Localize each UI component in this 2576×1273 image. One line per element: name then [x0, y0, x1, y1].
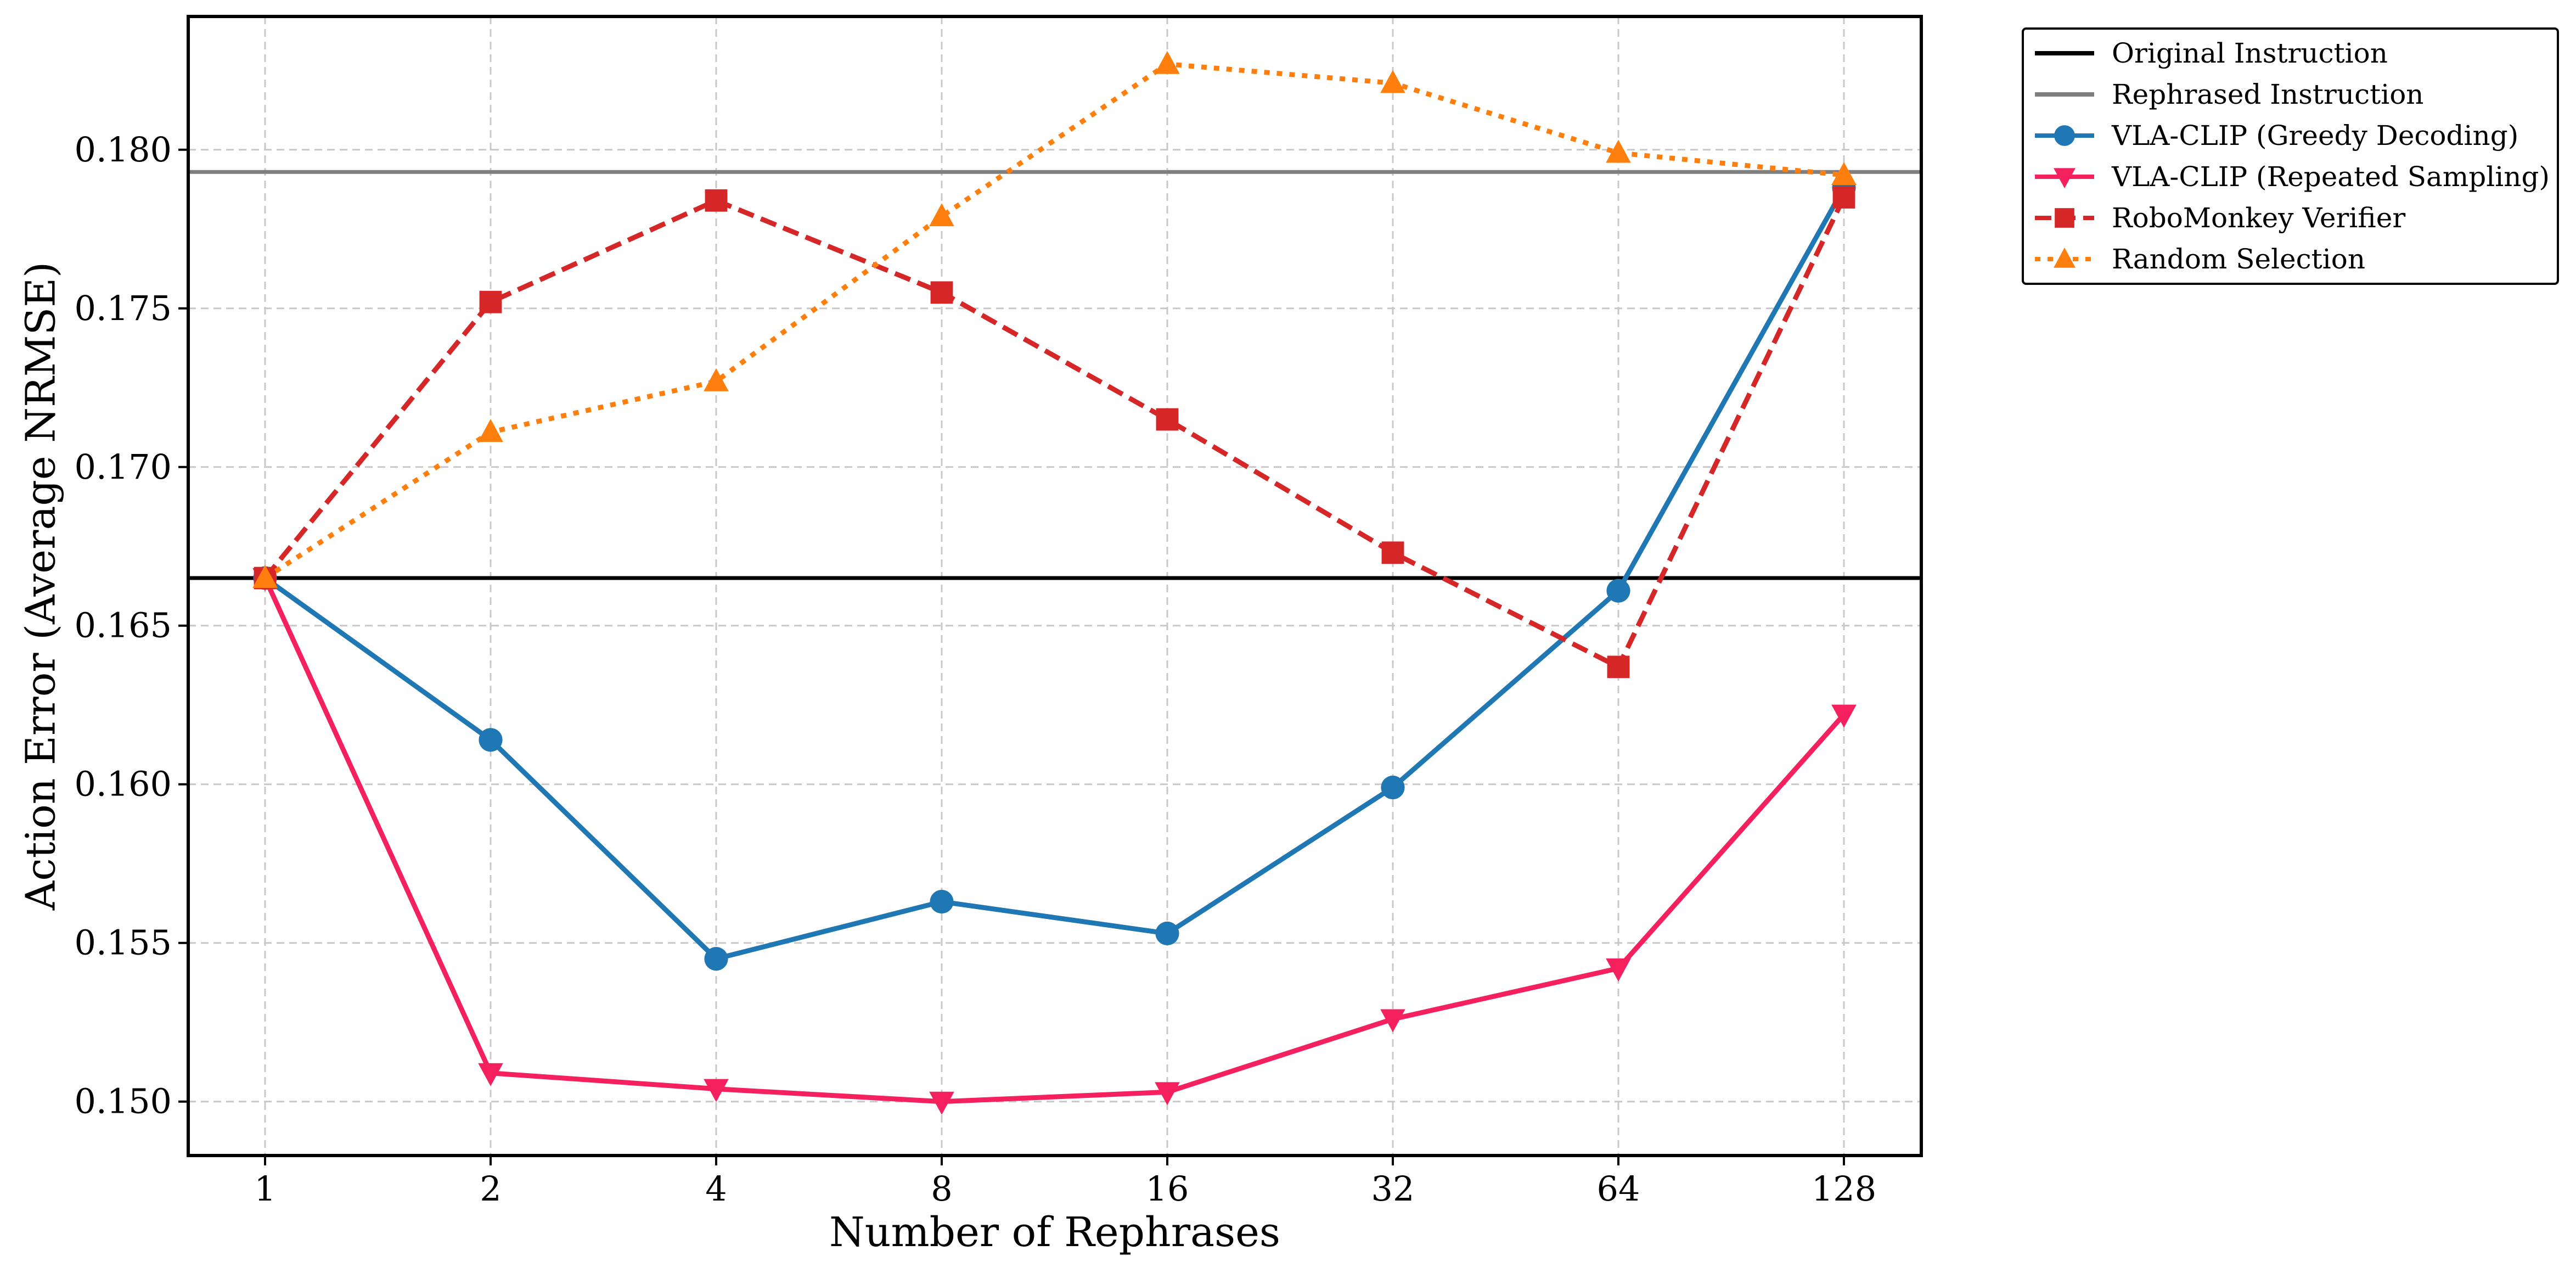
triangle-down-marker [1831, 704, 1857, 728]
series-line [262, 577, 1846, 1104]
circle-marker [479, 728, 503, 752]
legend: Original Instruction Rephrased Instructio… [2022, 27, 2559, 285]
legend-label: Original Instruction [2112, 37, 2388, 69]
triangle-up-marker [2054, 248, 2076, 268]
triangle-down-marker [1155, 1082, 1180, 1106]
square-marker [1381, 541, 1404, 564]
square-marker [1607, 655, 1630, 678]
y-tick-label: 0.175 [75, 288, 172, 328]
x-tick-label: 16 [1146, 1169, 1189, 1209]
circle-marker [704, 947, 728, 971]
legend-entry: VLA-CLIP (Repeated Sampling) [2035, 161, 2550, 193]
square-marker [479, 290, 502, 313]
triangle-up-marker [478, 419, 503, 442]
circle-marker [1381, 775, 1405, 800]
y-tick-label: 0.165 [75, 605, 172, 646]
legend-frame [2022, 27, 2559, 285]
legend-entry: RoboMonkey Verifier [2035, 202, 2405, 234]
circle-marker [1606, 579, 1630, 603]
triangle-up-marker [929, 203, 954, 227]
reference-lines [188, 170, 1921, 580]
triangle-up-marker [252, 565, 278, 588]
triangle-up-marker [1606, 139, 1631, 163]
x-tick-label: 4 [705, 1169, 727, 1209]
x-tick-label: 8 [931, 1169, 952, 1209]
legend-entry: Original Instruction [2035, 37, 2388, 69]
triangle-down-marker [1606, 958, 1631, 982]
legend-label: Random Selection [2112, 243, 2365, 275]
triangle-up-marker [1831, 161, 1857, 185]
y-tick-label: 0.170 [75, 447, 172, 487]
triangle-down-marker [929, 1091, 954, 1115]
series-line [263, 196, 1847, 670]
legend-entry: Random Selection [2035, 243, 2365, 275]
legend-label: VLA-CLIP (Greedy Decoding) [2111, 120, 2518, 152]
circle-marker [2054, 125, 2075, 146]
y-axis: 0.150 0.155 0.160 0.165 0.170 0.175 0.180 [75, 130, 188, 1121]
series-3 [254, 186, 1855, 678]
triangle-down-marker [478, 1063, 503, 1086]
series-line [263, 186, 1846, 962]
square-marker [930, 281, 953, 304]
x-tick-label: 128 [1812, 1169, 1876, 1209]
triangle-up-marker [1380, 70, 1405, 93]
y-tick-label: 0.160 [75, 764, 172, 804]
x-tick-label: 32 [1371, 1169, 1415, 1209]
x-axis: 1 2 4 8 16 32 64 128 [254, 1156, 1876, 1209]
series-group [252, 51, 1857, 1115]
triangle-down-marker [704, 1079, 729, 1102]
legend-label: RoboMonkey Verifier [2112, 202, 2405, 234]
square-marker [2055, 208, 2074, 228]
series-2 [252, 568, 1857, 1115]
y-tick-label: 0.180 [75, 130, 172, 170]
y-tick-label: 0.155 [75, 923, 172, 963]
legend-entry: Rephrased Instruction [2035, 78, 2424, 110]
y-axis-title: Action Error (Average NRMSE) [17, 262, 64, 911]
y-tick-label: 0.150 [75, 1081, 172, 1121]
x-axis-title: Number of Rephrases [829, 1209, 1280, 1256]
square-marker [1156, 408, 1179, 431]
series-4 [252, 51, 1857, 588]
triangle-up-marker [1155, 51, 1180, 74]
x-tick-label: 64 [1597, 1169, 1640, 1209]
legend-entry: VLA-CLIP (Greedy Decoding) [2035, 120, 2518, 152]
x-tick-label: 1 [254, 1169, 275, 1209]
plot-area-frame [187, 15, 1923, 1157]
triangle-down-marker [1380, 1009, 1405, 1033]
circle-marker [930, 890, 954, 914]
square-marker [705, 189, 728, 212]
circle-marker [1155, 921, 1179, 946]
x-tick-label: 2 [480, 1169, 501, 1209]
legend-label: Rephrased Instruction [2112, 78, 2424, 110]
triangle-down-marker [2054, 168, 2076, 188]
square-marker [1832, 186, 1855, 209]
triangle-up-marker [704, 368, 729, 391]
series-line [263, 61, 1844, 580]
legend-label: VLA-CLIP (Repeated Sampling) [2111, 161, 2550, 193]
